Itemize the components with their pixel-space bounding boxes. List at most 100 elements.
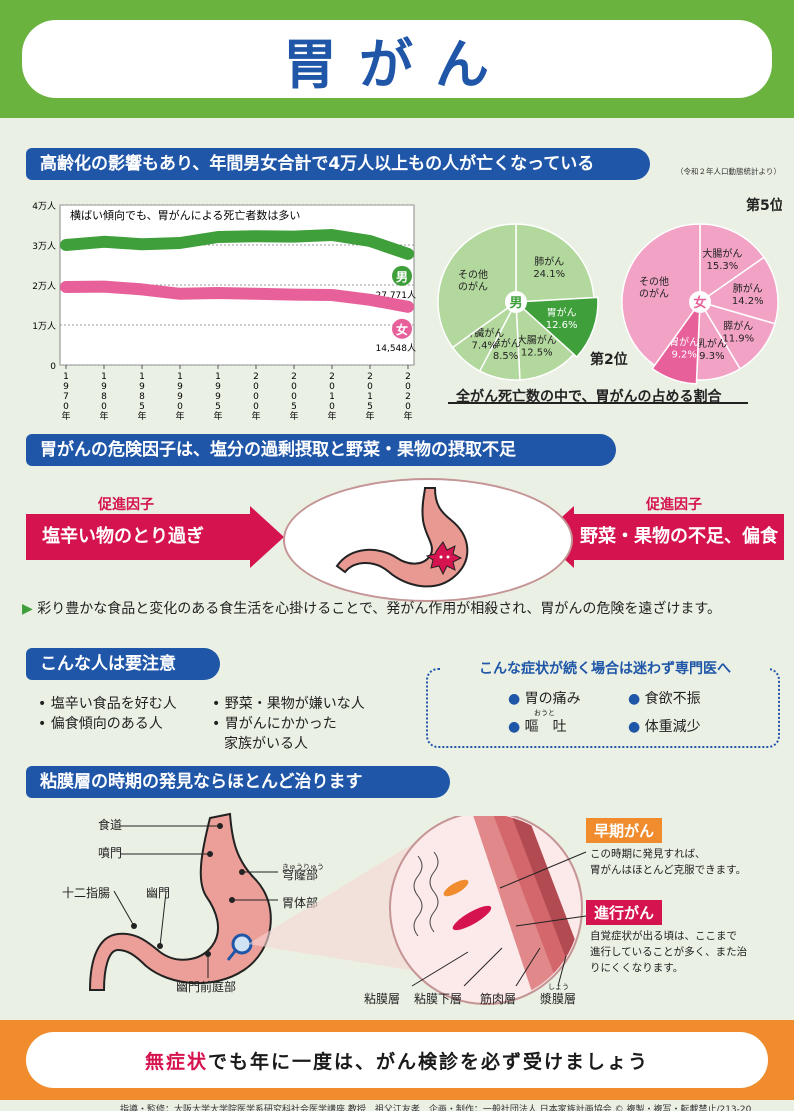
- symptom-item: ● 胃の痛み: [508, 691, 581, 707]
- pie-slice: [515, 223, 595, 303]
- slice-value: 24.1%: [533, 269, 565, 280]
- data-point: [178, 292, 182, 296]
- section4-heading: 粘膜層の時期の発見ならほとんど治ります: [26, 766, 450, 798]
- list-item: • 偏食傾向のある人: [38, 716, 163, 732]
- x-tick-label: 2: [367, 372, 373, 382]
- footer-credit: 指導・監修：大阪大学大学院医学系研究科社会医学講座 教授 祖父江友孝 企画・制作…: [120, 1105, 752, 1111]
- y-tick-label: 2万人: [32, 281, 56, 292]
- x-tick-label: 0: [253, 382, 259, 392]
- list-item: • 胃がんにかかった: [212, 716, 337, 732]
- x-tick-label: 年: [251, 410, 260, 422]
- x-tick-label: 0: [329, 402, 335, 412]
- part-pylorus: 幽門: [146, 886, 171, 900]
- screening-rest: でも年に一度は、がん検診を必ず受けましょう: [208, 1050, 650, 1073]
- slice-value: 9.3%: [699, 351, 724, 362]
- data-point: [140, 287, 144, 291]
- series-badge: [392, 265, 412, 286]
- left-arrow-head: [250, 506, 284, 568]
- list-item: • 塩辛い食品を好む人: [38, 696, 177, 712]
- x-tick-label: 9: [177, 392, 183, 402]
- advice-line: ▶ 彩り豊かな食品と変化のある食生活を心掛けることで、発がん作用が相殺され、胃が…: [22, 598, 721, 618]
- x-tick-label: 年: [99, 410, 108, 422]
- page-title: 胃がん: [283, 32, 511, 96]
- pie-rank: 第2位: [590, 351, 628, 368]
- x-tick-label: 0: [405, 382, 411, 392]
- part-duodenum: 十二指腸: [62, 886, 111, 900]
- slice-label: 膵がん: [723, 320, 753, 333]
- x-tick-label: 年: [327, 410, 336, 422]
- x-tick-label: 1: [63, 372, 69, 382]
- y-tick-label: 4万人: [32, 201, 56, 212]
- data-point: [102, 240, 106, 244]
- slice-value: 14.2%: [732, 296, 764, 307]
- symptom-item: ● 体重減少: [628, 719, 701, 735]
- data-point: [140, 242, 144, 246]
- pie-center: [505, 291, 527, 313]
- left-factor-arrow: 塩辛い物のとり過ぎ: [26, 514, 252, 560]
- right-factor-text: 野菜・果物の不足、偏食: [580, 526, 778, 547]
- pie-caption-rule: [448, 402, 748, 404]
- layer-submucosa: 粘膜下層: [414, 992, 463, 1006]
- series-badge: [392, 318, 412, 339]
- section2-heading: 胃がんの危険因子は、塩分の過剰摂取と野菜・果物の摂取不足: [26, 434, 616, 466]
- slice-value: 12.5%: [521, 348, 553, 359]
- left-factor-text: 塩辛い物のとり過ぎ: [42, 526, 204, 547]
- slice-label: 大腸がん: [702, 247, 742, 260]
- pie-charts-svg: 肺がん24.1%胃がん12.6%大腸がん12.5%膵がん8.5%肝臓がん7.4%…: [437, 197, 784, 385]
- x-tick-label: 0: [253, 402, 259, 412]
- early-cancer-text: この時期に発見すれば、 胃がんはほとんど克服できます。: [590, 848, 747, 876]
- data-point: [254, 234, 258, 238]
- triangle-icon: ▶: [22, 601, 33, 617]
- caution-list-left: • 塩辛い食品を好む人 • 偏食傾向のある人: [38, 694, 177, 734]
- x-tick-label: 1: [101, 372, 107, 382]
- pie-slice: [651, 299, 701, 385]
- x-tick-label: 1: [329, 392, 335, 402]
- data-point: [406, 252, 410, 256]
- layer-mucosa: 粘膜層: [364, 992, 401, 1006]
- slice-label: 膵がん: [491, 337, 521, 350]
- x-tick-label: 9: [215, 382, 221, 392]
- series-line-男: [60, 229, 414, 260]
- x-tick-label: 2: [405, 392, 411, 402]
- x-tick-label: 年: [289, 410, 298, 422]
- list-item: 家族がいる人: [224, 736, 308, 752]
- line-chart: 0 1万人 2万人 3万人 4万人 1 9 7 0 年 1 9 8 0 年 1 9 8 5 年 1 9 9 0 年 1 9 9 5 年 2 0…: [22, 195, 428, 425]
- list-item: • 野菜・果物が嫌いな人: [212, 696, 365, 712]
- y-tick-label: 3万人: [32, 241, 56, 252]
- part-body: 胃体部: [282, 896, 319, 910]
- pie-slice: [515, 300, 575, 381]
- x-tick-label: 5: [139, 402, 145, 412]
- x-tick-label: 0: [177, 402, 183, 412]
- section1-heading: 高齢化の影響もあり、年間男女合計で4万人以上もの人が亡くなっている: [26, 148, 650, 180]
- pie-center: [689, 291, 711, 313]
- x-tick-label: 5: [215, 402, 221, 412]
- x-tick-label: 2: [405, 372, 411, 382]
- data-point: [292, 293, 296, 297]
- series-name: 男: [396, 270, 408, 284]
- left-factor-label: 促進因子: [98, 497, 154, 513]
- screening-red: 無症状: [144, 1050, 208, 1073]
- slice-value: 15.3%: [706, 261, 738, 272]
- layer-serosa: 漿膜層: [540, 992, 577, 1006]
- slice-label: 胃がん: [547, 306, 577, 319]
- symptoms-title: こんな症状が続く場合は迷わず専門医へ: [440, 658, 770, 678]
- right-factor-arrow: 野菜・果物の不足、偏食: [572, 514, 784, 560]
- part-fundus: 穹窿部: [282, 868, 319, 882]
- ruby-outo: おうと: [534, 709, 555, 717]
- chart-note: 横ばい傾向でも、胃がんによる死亡者数は多い: [70, 208, 300, 222]
- slice-label: その他: [639, 275, 669, 288]
- x-tick-label: 8: [139, 392, 145, 402]
- data-point: [368, 298, 372, 302]
- stomach-diagram: [88, 812, 278, 991]
- ruby-kyuryu: きゅうりゅう: [282, 863, 324, 871]
- screening-message: 無症状 でも年に一度は、がん検診を必ず受けましょう: [26, 1032, 768, 1088]
- slice-label: その他: [458, 268, 488, 281]
- slice-label: 大腸がん: [517, 334, 557, 347]
- slice-value: のがん: [639, 287, 669, 300]
- x-tick-label: 年: [175, 410, 184, 422]
- x-tick-label: 年: [137, 410, 146, 422]
- x-tick-label: 0: [101, 402, 107, 412]
- slice-label: 肺がん: [733, 282, 763, 295]
- data-point: [292, 235, 296, 239]
- part-esophagus: 食道: [98, 818, 123, 832]
